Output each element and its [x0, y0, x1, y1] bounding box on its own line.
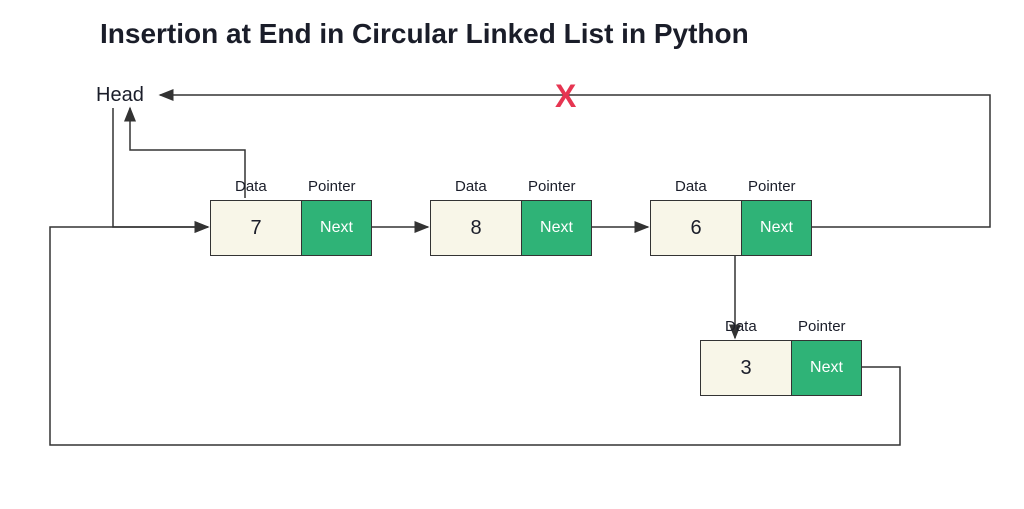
node-7: 7Next — [210, 200, 372, 256]
pointer-cell-label: Pointer — [528, 178, 576, 195]
pointer-cell-label: Pointer — [798, 318, 846, 335]
data-cell-label: Data — [455, 178, 487, 195]
pointer-cell: Next — [741, 201, 811, 255]
data-cell: 8 — [431, 201, 521, 255]
diagram-title: Insertion at End in Circular Linked List… — [100, 18, 749, 50]
data-cell-label: Data — [725, 318, 757, 335]
pointer-cell: Next — [301, 201, 371, 255]
data-cell-label: Data — [675, 178, 707, 195]
node-3: 3Next — [700, 340, 862, 396]
data-cell: 6 — [651, 201, 741, 255]
pointer-cell: Next — [791, 341, 861, 395]
data-cell: 3 — [701, 341, 791, 395]
node-8: 8Next — [430, 200, 592, 256]
node-6: 6Next — [650, 200, 812, 256]
pointer-cell-label: Pointer — [748, 178, 796, 195]
pointer-cell: Next — [521, 201, 591, 255]
head-label: Head — [96, 84, 144, 107]
pointer-cell-label: Pointer — [308, 178, 356, 195]
data-cell: 7 — [211, 201, 301, 255]
data-cell-label: Data — [235, 178, 267, 195]
cross-mark-icon: X — [555, 78, 576, 115]
